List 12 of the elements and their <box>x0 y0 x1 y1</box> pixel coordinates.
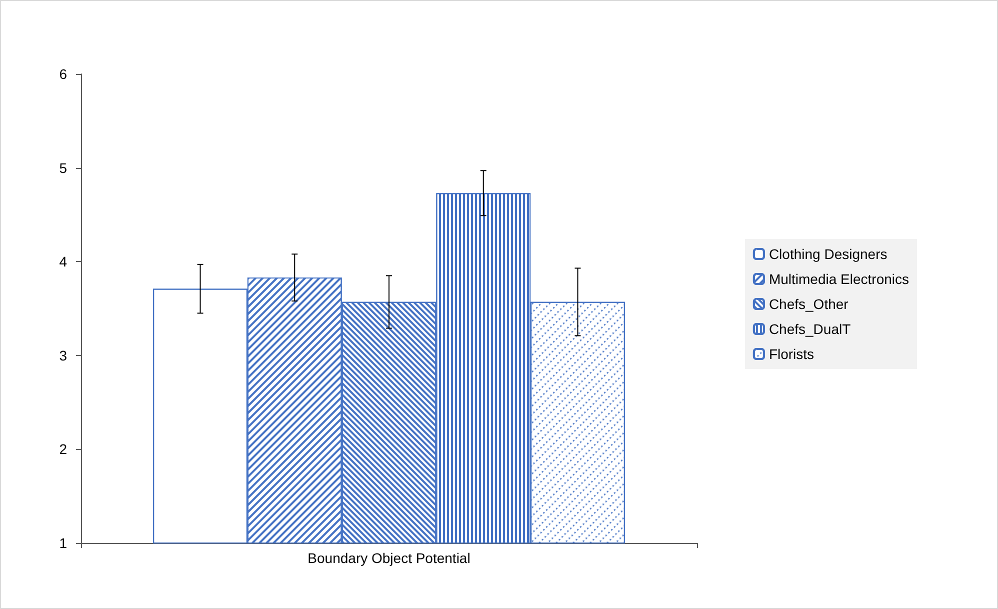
legend-label: Multimedia Electronics <box>768 271 910 287</box>
y-tick-label: 2 <box>59 441 68 458</box>
y-tick-label: 4 <box>59 254 68 270</box>
y-tick-label: 5 <box>59 160 68 176</box>
x-tick-label: Boundary Object Potential <box>308 550 470 566</box>
y-tick-label: 1 <box>59 535 68 551</box>
legend-label: Chefs_DualT <box>768 321 852 337</box>
legend-label: Clothing Designers <box>768 246 888 262</box>
y-tick-label: 3 <box>59 347 68 364</box>
legend-label: Florists <box>768 346 814 362</box>
y-tick-label: 6 <box>59 66 68 82</box>
legend-label: Chefs_Other <box>768 296 849 312</box>
